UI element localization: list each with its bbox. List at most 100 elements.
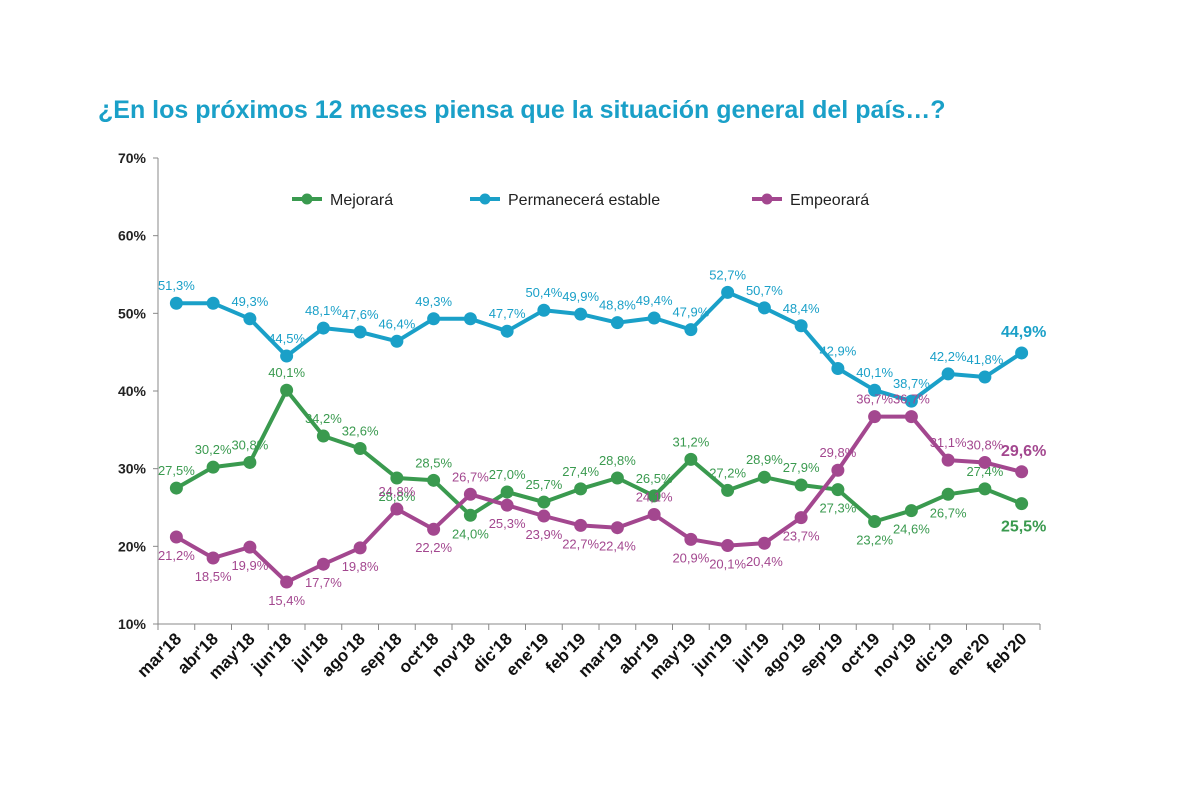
- data-label: 28,8%: [378, 489, 415, 504]
- data-point: [427, 473, 441, 487]
- data-point: [574, 307, 588, 321]
- data-point: [831, 483, 845, 497]
- data-label: 50,7%: [746, 283, 783, 298]
- data-point: [427, 522, 441, 536]
- data-label: 44,5%: [268, 331, 305, 346]
- data-point: [794, 511, 808, 525]
- y-tick-label: 50%: [118, 305, 147, 321]
- x-tick-label: jun'18: [247, 629, 295, 677]
- data-label: 22,7%: [562, 536, 599, 551]
- data-point: [868, 383, 882, 397]
- data-label: 19,9%: [231, 558, 268, 573]
- data-point: [500, 485, 514, 499]
- data-point: [941, 487, 955, 501]
- data-label: 24,6%: [893, 522, 930, 537]
- data-point: [243, 455, 257, 469]
- data-label: 20,1%: [709, 557, 746, 572]
- data-point: [316, 321, 330, 335]
- data-point: [978, 482, 992, 496]
- data-label: 46,4%: [378, 316, 415, 331]
- data-label: 17,7%: [305, 575, 342, 590]
- data-point: [721, 483, 735, 497]
- data-point: [794, 319, 808, 333]
- x-tick-label: feb'20: [983, 629, 1031, 677]
- data-label: 23,7%: [783, 529, 820, 544]
- data-label: 21,2%: [158, 548, 195, 563]
- data-label: 40,1%: [268, 365, 305, 380]
- data-label: 36,7%: [856, 392, 893, 407]
- y-tick-label: 40%: [118, 383, 147, 399]
- data-point: [721, 539, 735, 553]
- y-tick-label: 30%: [118, 461, 147, 477]
- data-label: 51,3%: [158, 278, 195, 293]
- data-label: 52,7%: [709, 267, 746, 282]
- data-point: [757, 536, 771, 550]
- data-point: [904, 504, 918, 518]
- x-axis-ticks: mar'18abr'18may'18jun'18jul'18ago'18sep'…: [133, 624, 1041, 683]
- data-point: [610, 316, 624, 330]
- data-point: [537, 509, 551, 523]
- data-label: 18,5%: [195, 569, 232, 584]
- data-point: [316, 429, 330, 443]
- data-point: [353, 325, 367, 339]
- y-tick-label: 70%: [118, 150, 147, 166]
- data-point: [978, 370, 992, 384]
- data-point: [904, 410, 918, 424]
- y-tick-label: 20%: [118, 538, 147, 554]
- data-point: [574, 518, 588, 532]
- data-point: [684, 532, 698, 546]
- data-label: 20,9%: [672, 550, 709, 565]
- data-point: [169, 530, 183, 544]
- series-line-2: [175, 414, 1023, 585]
- data-label: 36,7%: [893, 392, 930, 407]
- data-label: 28,5%: [415, 455, 452, 470]
- data-point: [684, 452, 698, 466]
- data-point: [463, 508, 477, 522]
- data-point: [390, 471, 404, 485]
- data-point: [390, 502, 404, 516]
- data-point: [794, 478, 808, 492]
- data-label: 27,5%: [158, 463, 195, 478]
- data-point: [169, 481, 183, 495]
- chart-title: ¿En los próximos 12 meses piensa que la …: [98, 96, 946, 124]
- legend-label: Empeorará: [790, 192, 869, 209]
- series-points: [169, 285, 1029, 589]
- legend: Mejorará Permanecerá estable Empeorará: [292, 192, 869, 209]
- data-label: 27,4%: [562, 464, 599, 479]
- data-label: 26,7%: [452, 469, 489, 484]
- data-label: 24,1%: [636, 489, 673, 504]
- data-label: 48,1%: [305, 303, 342, 318]
- data-label: 30,8%: [966, 437, 1003, 452]
- data-label: 44,9%: [1001, 324, 1046, 341]
- data-label: 50,4%: [525, 285, 562, 300]
- data-label: 23,9%: [525, 527, 562, 542]
- data-label: 42,9%: [819, 343, 856, 358]
- data-point: [1015, 346, 1029, 360]
- data-point: [757, 470, 771, 484]
- data-label: 24,8%: [378, 484, 415, 499]
- data-point: [941, 367, 955, 381]
- data-label: 26,7%: [930, 505, 967, 520]
- data-point: [500, 498, 514, 512]
- data-label: 47,6%: [342, 307, 379, 322]
- data-point: [243, 540, 257, 554]
- y-axis-ticks: 10% 20% 30% 40% 50% 60% 70%: [118, 150, 158, 632]
- data-label: 29,8%: [819, 445, 856, 460]
- data-label: 28,8%: [599, 453, 636, 468]
- data-point: [500, 324, 514, 338]
- data-point: [316, 557, 330, 571]
- data-point: [280, 383, 294, 397]
- data-point: [537, 495, 551, 509]
- data-point: [831, 361, 845, 375]
- data-label: 28,9%: [746, 452, 783, 467]
- legend-marker: [479, 193, 491, 205]
- data-point: [353, 541, 367, 555]
- x-tick-label: mar'18: [133, 629, 185, 681]
- data-point: [757, 301, 771, 315]
- data-point: [463, 487, 477, 501]
- data-point: [721, 285, 735, 299]
- data-label: 27,4%: [966, 464, 1003, 479]
- data-label: 15,4%: [268, 593, 305, 608]
- data-point: [1015, 465, 1029, 479]
- data-label: 47,9%: [672, 305, 709, 320]
